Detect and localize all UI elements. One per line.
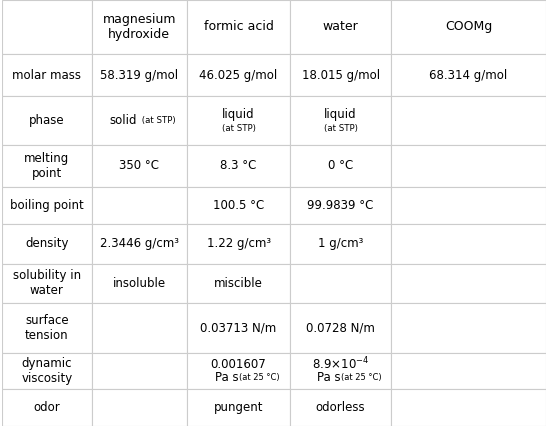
Text: liquid: liquid <box>222 108 255 121</box>
Bar <box>290 187 391 224</box>
Bar <box>391 389 546 426</box>
Text: insoluble: insoluble <box>113 277 166 290</box>
Bar <box>391 264 546 303</box>
Text: miscible: miscible <box>214 277 263 290</box>
Text: solid: solid <box>109 114 136 127</box>
Text: melting
point: melting point <box>24 152 69 180</box>
Text: 0.001607: 0.001607 <box>211 357 266 371</box>
Text: density: density <box>25 237 69 250</box>
Text: molar mass: molar mass <box>13 69 81 81</box>
Text: water: water <box>323 20 359 34</box>
Bar <box>92 0 187 54</box>
Text: 1.22 g/cm³: 1.22 g/cm³ <box>206 237 271 250</box>
Bar <box>187 303 290 353</box>
Text: (at STP): (at STP) <box>139 116 176 125</box>
Bar <box>2 389 92 426</box>
Bar <box>187 353 290 389</box>
Bar <box>2 145 92 187</box>
Bar <box>92 303 187 353</box>
Bar <box>391 145 546 187</box>
Bar <box>290 264 391 303</box>
Text: 18.015 g/mol: 18.015 g/mol <box>301 69 379 81</box>
Text: (at STP): (at STP) <box>324 124 358 132</box>
Text: 0 °C: 0 °C <box>328 159 353 172</box>
Text: 99.9839 °C: 99.9839 °C <box>307 199 374 212</box>
Bar <box>290 54 391 96</box>
Bar <box>290 353 391 389</box>
Text: 0.03713 N/m: 0.03713 N/m <box>200 321 277 334</box>
Text: COOMg: COOMg <box>445 20 492 34</box>
Bar <box>2 0 92 54</box>
Bar <box>187 389 290 426</box>
Bar <box>391 353 546 389</box>
Text: formic acid: formic acid <box>204 20 274 34</box>
Bar <box>92 145 187 187</box>
Bar <box>187 264 290 303</box>
Bar <box>187 96 290 145</box>
Text: 2.3446 g/cm³: 2.3446 g/cm³ <box>100 237 179 250</box>
Bar <box>92 353 187 389</box>
Bar <box>2 303 92 353</box>
Bar <box>391 224 546 264</box>
Bar <box>92 54 187 96</box>
Text: 8.3 °C: 8.3 °C <box>221 159 257 172</box>
Bar <box>2 54 92 96</box>
Text: pungent: pungent <box>214 401 263 414</box>
Bar <box>92 224 187 264</box>
Bar <box>391 0 546 54</box>
Text: 100.5 °C: 100.5 °C <box>213 199 264 212</box>
Bar <box>2 96 92 145</box>
Text: solubility in
water: solubility in water <box>13 270 81 297</box>
Text: (at 25 °C): (at 25 °C) <box>239 373 280 382</box>
Text: dynamic
viscosity: dynamic viscosity <box>21 357 73 385</box>
Bar <box>2 353 92 389</box>
Text: 46.025 g/mol: 46.025 g/mol <box>199 69 278 81</box>
Bar <box>290 303 391 353</box>
Bar <box>92 264 187 303</box>
Bar <box>187 224 290 264</box>
Bar <box>187 0 290 54</box>
Bar <box>290 224 391 264</box>
Bar <box>92 96 187 145</box>
Text: liquid: liquid <box>324 108 357 121</box>
Text: (at 25 °C): (at 25 °C) <box>341 373 382 382</box>
Bar <box>391 303 546 353</box>
Bar <box>92 389 187 426</box>
Bar <box>187 145 290 187</box>
Text: odor: odor <box>33 401 60 414</box>
Bar <box>2 264 92 303</box>
Text: odorless: odorless <box>316 401 365 414</box>
Bar <box>92 187 187 224</box>
Text: (at STP): (at STP) <box>222 124 256 132</box>
Text: surface
tension: surface tension <box>25 314 69 342</box>
Bar <box>391 96 546 145</box>
Bar <box>391 187 546 224</box>
Text: 8.9$\times$10$^{-4}$: 8.9$\times$10$^{-4}$ <box>312 356 369 372</box>
Text: 58.319 g/mol: 58.319 g/mol <box>100 69 179 81</box>
Text: phase: phase <box>29 114 64 127</box>
Bar <box>290 389 391 426</box>
Text: 68.314 g/mol: 68.314 g/mol <box>429 69 508 81</box>
Text: Pa s: Pa s <box>317 371 341 384</box>
Text: 1 g/cm³: 1 g/cm³ <box>318 237 363 250</box>
Bar <box>290 96 391 145</box>
Text: 0.0728 N/m: 0.0728 N/m <box>306 321 375 334</box>
Text: Pa s: Pa s <box>215 371 239 384</box>
Bar <box>2 187 92 224</box>
Bar <box>187 187 290 224</box>
Bar <box>290 0 391 54</box>
Text: boiling point: boiling point <box>10 199 84 212</box>
Bar <box>187 54 290 96</box>
Bar <box>391 54 546 96</box>
Bar <box>2 224 92 264</box>
Text: magnesium
hydroxide: magnesium hydroxide <box>103 13 176 41</box>
Text: 350 °C: 350 °C <box>120 159 159 172</box>
Bar <box>290 145 391 187</box>
